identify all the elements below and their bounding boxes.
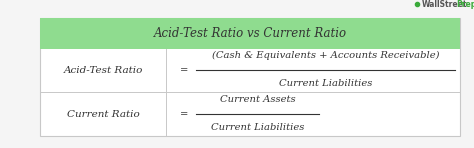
Text: =: = xyxy=(180,66,188,75)
Text: Current Liabilities: Current Liabilities xyxy=(211,123,304,132)
Text: Acid-Test Ratio: Acid-Test Ratio xyxy=(64,66,143,75)
FancyBboxPatch shape xyxy=(40,18,460,136)
Text: Current Liabilities: Current Liabilities xyxy=(279,79,372,88)
Text: =: = xyxy=(180,110,188,119)
Text: Current Ratio: Current Ratio xyxy=(67,110,139,119)
Text: (Cash & Equivalents + Accounts Receivable): (Cash & Equivalents + Accounts Receivabl… xyxy=(212,51,439,60)
Text: Acid-Test Ratio vs Current Ratio: Acid-Test Ratio vs Current Ratio xyxy=(154,27,346,40)
Text: WallStreet: WallStreet xyxy=(422,0,467,9)
Text: Prep: Prep xyxy=(456,0,474,9)
Text: Current Assets: Current Assets xyxy=(220,95,295,104)
FancyBboxPatch shape xyxy=(40,18,460,49)
